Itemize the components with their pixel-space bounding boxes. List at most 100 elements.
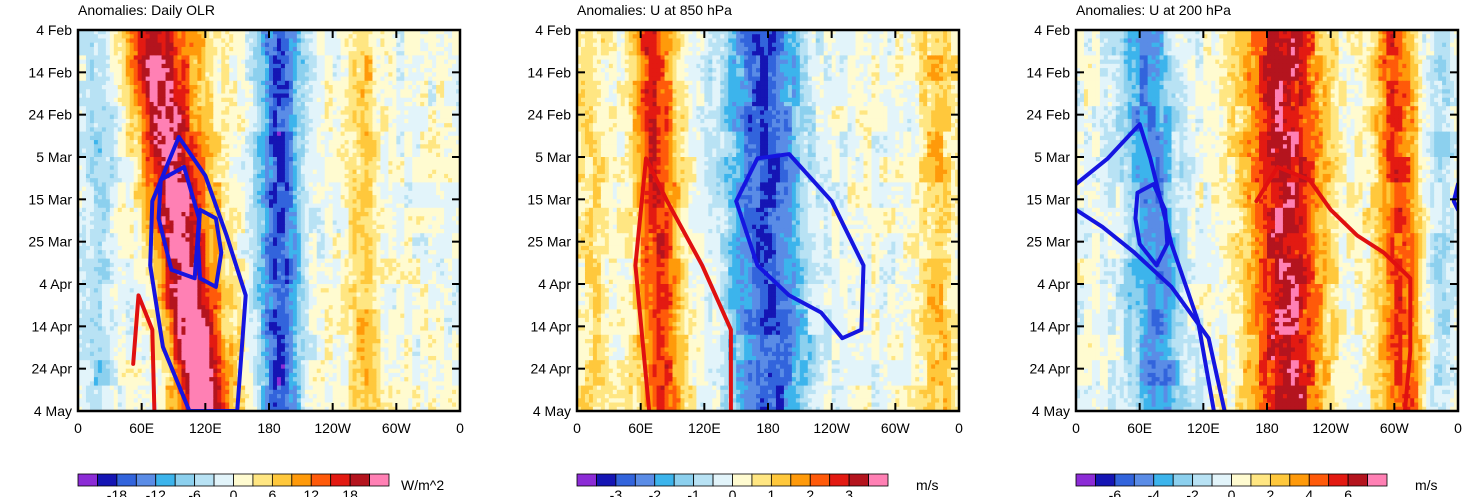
heatmap-cell xyxy=(257,203,262,209)
heatmap-cell xyxy=(205,148,210,154)
heatmap-cell xyxy=(181,148,187,154)
heatmap-cell xyxy=(356,46,362,52)
heatmap-cell xyxy=(133,169,139,175)
heatmap-cell xyxy=(428,85,433,90)
heatmap-cell xyxy=(109,199,115,205)
heatmap-cell xyxy=(272,68,278,73)
heatmap-cell xyxy=(276,165,282,171)
heatmap-cell xyxy=(201,203,206,209)
heatmap-cell xyxy=(380,173,385,179)
heatmap-cell xyxy=(229,161,234,167)
heatmap-cell xyxy=(284,233,290,239)
heatmap-cell xyxy=(245,199,250,205)
heatmap-cell xyxy=(452,118,457,124)
heatmap-cell xyxy=(253,42,258,48)
heatmap-cell xyxy=(149,46,155,52)
heatmap-cell xyxy=(400,140,405,145)
heatmap-cell xyxy=(209,38,214,44)
heatmap-cell xyxy=(197,182,202,188)
heatmap-cell xyxy=(137,80,143,86)
heatmap-cell xyxy=(121,228,127,234)
heatmap-cell xyxy=(408,165,413,171)
heatmap-cell xyxy=(78,85,83,90)
heatmap-cell xyxy=(376,245,382,251)
heatmap-cell xyxy=(141,216,147,222)
heatmap-cell xyxy=(149,131,155,137)
heatmap-cell xyxy=(352,241,358,247)
heatmap-cell xyxy=(276,148,282,154)
heatmap-cell xyxy=(356,144,362,150)
heatmap-cell xyxy=(412,157,417,162)
heatmap-cell xyxy=(181,237,187,243)
heatmap-cell xyxy=(288,97,294,103)
heatmap-cell xyxy=(169,30,175,35)
heatmap-cell xyxy=(265,85,270,90)
heatmap-cell xyxy=(444,51,449,56)
heatmap-cell xyxy=(173,245,179,251)
heatmap-cell xyxy=(408,72,413,78)
heatmap-cell xyxy=(380,80,385,86)
heatmap-cell xyxy=(444,173,449,179)
heatmap-cell xyxy=(344,212,350,217)
heatmap-cell xyxy=(237,212,242,217)
heatmap-cell xyxy=(292,224,298,230)
heatmap-cell xyxy=(372,212,378,217)
heatmap-cell xyxy=(312,233,318,239)
heatmap-cell xyxy=(432,131,437,137)
heatmap-cell xyxy=(249,80,254,86)
heatmap-cell xyxy=(360,190,366,196)
heatmap-cell xyxy=(185,85,191,90)
heatmap-cell xyxy=(344,46,350,52)
heatmap-cell xyxy=(308,178,314,183)
heatmap-cell xyxy=(173,148,179,154)
heatmap-cell xyxy=(78,38,83,44)
heatmap-cell xyxy=(292,30,298,35)
heatmap-cell xyxy=(424,186,429,192)
heatmap-cell xyxy=(241,207,246,213)
heatmap-cell xyxy=(185,233,191,239)
heatmap-cell xyxy=(400,152,405,158)
heatmap-cell xyxy=(316,131,322,137)
heatmap-cell xyxy=(444,237,449,243)
heatmap-cell xyxy=(348,80,354,86)
heatmap-cell xyxy=(141,135,147,141)
heatmap-cell xyxy=(225,46,230,52)
heatmap-cell xyxy=(332,148,338,154)
heatmap-cell xyxy=(257,220,262,226)
heatmap-cell xyxy=(324,186,330,192)
heatmap-cell xyxy=(296,135,302,141)
heatmap-cell xyxy=(269,76,274,82)
heatmap-cell xyxy=(261,152,266,158)
heatmap-cell xyxy=(340,178,346,183)
heatmap-cell xyxy=(137,72,143,78)
heatmap-cell xyxy=(113,127,119,133)
heatmap-cell xyxy=(324,72,330,78)
heatmap-cell xyxy=(348,186,354,192)
heatmap-cell xyxy=(448,144,453,150)
heatmap-cell xyxy=(292,195,298,200)
heatmap-cell xyxy=(213,118,218,124)
heatmap-cell xyxy=(185,199,191,205)
heatmap-cell xyxy=(185,101,191,107)
heatmap-cell xyxy=(81,93,87,99)
heatmap-cell xyxy=(93,224,99,230)
heatmap-cell xyxy=(193,118,198,124)
heatmap-cell xyxy=(209,199,214,205)
heatmap-cell xyxy=(141,89,147,95)
heatmap-cell xyxy=(428,212,433,217)
heatmap-cell xyxy=(396,157,401,162)
heatmap-cell xyxy=(161,216,167,222)
heatmap-cell xyxy=(420,80,425,86)
heatmap-cell xyxy=(324,182,330,188)
heatmap-cell xyxy=(388,80,393,86)
heatmap-cell xyxy=(257,233,262,239)
heatmap-cell xyxy=(416,161,421,167)
heatmap-cell xyxy=(81,80,87,86)
heatmap-cell xyxy=(129,55,135,61)
heatmap-cell xyxy=(145,34,151,40)
heatmap-cell xyxy=(81,148,87,154)
heatmap-cell xyxy=(412,76,417,82)
heatmap-cell xyxy=(149,72,155,78)
heatmap-cell xyxy=(404,173,409,179)
heatmap-cell xyxy=(157,46,163,52)
